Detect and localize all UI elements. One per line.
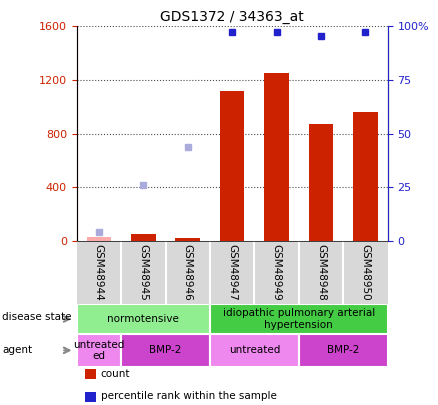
Text: GSM48948: GSM48948 bbox=[316, 244, 326, 301]
Text: untreated: untreated bbox=[229, 345, 280, 355]
Bar bbox=[176, 238, 200, 241]
Text: percentile rank within the sample: percentile rank within the sample bbox=[101, 392, 277, 401]
Text: GSM48944: GSM48944 bbox=[94, 244, 104, 301]
Bar bbox=[265, 73, 289, 241]
Text: idiopathic pulmonary arterial
hypertension: idiopathic pulmonary arterial hypertensi… bbox=[223, 308, 375, 330]
Bar bbox=[87, 237, 111, 241]
Bar bbox=[353, 112, 378, 241]
Bar bbox=[309, 124, 333, 241]
Text: untreated
ed: untreated ed bbox=[73, 339, 124, 361]
Bar bbox=[210, 304, 388, 334]
Text: GSM48946: GSM48946 bbox=[183, 244, 193, 301]
Bar bbox=[121, 334, 210, 367]
Text: GSM48950: GSM48950 bbox=[360, 244, 371, 301]
Text: BMP-2: BMP-2 bbox=[149, 345, 182, 355]
Text: BMP-2: BMP-2 bbox=[327, 345, 360, 355]
Bar bbox=[210, 334, 299, 367]
Text: count: count bbox=[101, 369, 130, 379]
Text: agent: agent bbox=[2, 345, 32, 355]
Text: GSM48949: GSM48949 bbox=[272, 244, 282, 301]
Bar bbox=[77, 304, 210, 334]
Title: GDS1372 / 34363_at: GDS1372 / 34363_at bbox=[160, 10, 304, 24]
Text: GSM48945: GSM48945 bbox=[138, 244, 148, 301]
Bar bbox=[220, 91, 244, 241]
Text: GSM48947: GSM48947 bbox=[227, 244, 237, 301]
Bar bbox=[131, 234, 155, 241]
Bar bbox=[299, 334, 388, 367]
Text: normotensive: normotensive bbox=[107, 314, 179, 324]
Bar bbox=[77, 334, 121, 367]
Text: disease state: disease state bbox=[2, 312, 72, 322]
